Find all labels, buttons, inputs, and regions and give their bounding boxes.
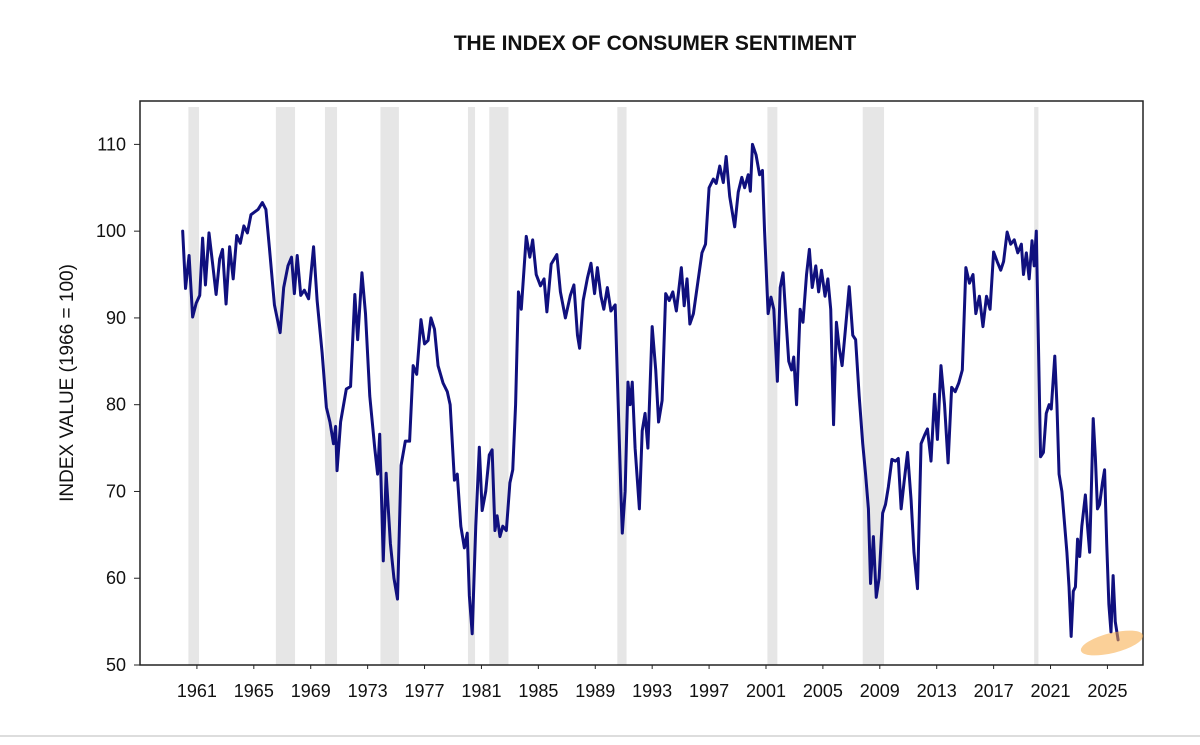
x-tick-label: 1977 <box>405 681 445 701</box>
recession-band <box>617 107 627 665</box>
y-tick-label: 70 <box>106 481 126 501</box>
y-tick-label: 50 <box>106 655 126 675</box>
y-tick-label: 90 <box>106 308 126 328</box>
x-tick-label: 1985 <box>518 681 558 701</box>
y-tick-label: 100 <box>96 221 126 241</box>
x-tick-label: 1997 <box>689 681 729 701</box>
recession-band <box>275 107 296 665</box>
y-axis-label: INDEX VALUE (1966 = 100) <box>57 264 78 502</box>
recession-band <box>380 107 399 665</box>
x-tick-label: 2013 <box>917 681 957 701</box>
y-tick-label: 80 <box>106 395 126 415</box>
x-tick-label: 2021 <box>1031 681 1071 701</box>
recession-band <box>467 107 476 665</box>
axes-layer: 50 60 70 80 90 100 110 1961 1965 1969 1973 1977 1981… <box>96 134 1128 701</box>
x-tick-label: 2025 <box>1087 681 1127 701</box>
recession-band <box>489 107 509 665</box>
highlight <box>1080 630 1144 656</box>
x-tick-label: 2017 <box>974 681 1014 701</box>
x-tick-label: 1989 <box>575 681 615 701</box>
x-tick-label: 1981 <box>461 681 501 701</box>
plot-layer <box>181 142 1120 642</box>
recession-band <box>767 107 778 665</box>
x-tick-label: 1961 <box>177 681 217 701</box>
x-tick-label: 1969 <box>291 681 331 701</box>
x-tick-label: 2001 <box>746 681 786 701</box>
x-tick-label: 1973 <box>348 681 388 701</box>
y-tick-label: 60 <box>106 568 126 588</box>
chart-title: THE INDEX OF CONSUMER SENTIMENT <box>454 32 857 55</box>
x-tick-label: 1993 <box>632 681 672 701</box>
x-tick-label: 1965 <box>234 681 274 701</box>
recession-band <box>188 107 200 665</box>
recession-band <box>862 107 885 665</box>
recession-layer <box>188 107 1039 665</box>
recession-band <box>1034 107 1039 665</box>
x-tick-label: 2005 <box>803 681 843 701</box>
recession-band <box>324 107 338 665</box>
plot-frame <box>139 100 1144 666</box>
y-tick-label: 110 <box>97 134 126 154</box>
x-tick-label: 2009 <box>860 681 900 701</box>
series-line <box>181 142 1120 642</box>
